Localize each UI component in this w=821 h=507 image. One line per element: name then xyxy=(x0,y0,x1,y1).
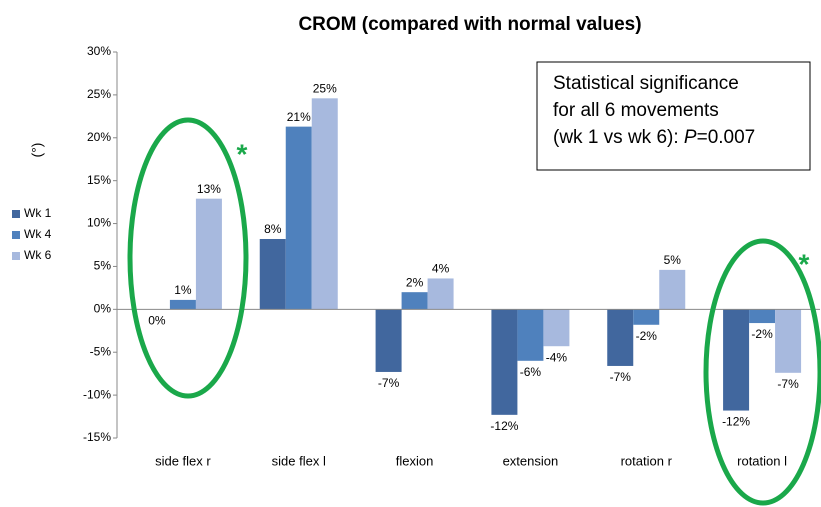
data-label: -4% xyxy=(546,350,568,364)
x-tick-label: rotation r xyxy=(621,453,673,468)
data-label: -2% xyxy=(751,327,773,341)
annotation-line: for all 6 movements xyxy=(553,100,719,121)
legend-label: Wk 4 xyxy=(24,227,52,241)
y-tick-label: 25% xyxy=(87,87,111,101)
y-axis-label: (°) xyxy=(29,143,45,158)
legend-label: Wk 1 xyxy=(24,206,52,220)
annotation-text: (wk 1 vs wk 6): xyxy=(553,127,684,148)
data-label: 13% xyxy=(197,182,221,196)
data-label: 1% xyxy=(174,283,192,297)
data-label: -12% xyxy=(722,415,750,429)
annotation-line: (wk 1 vs wk 6): P=0.007 xyxy=(553,127,755,148)
y-tick-label: 10% xyxy=(87,216,111,230)
x-tick-label: flexion xyxy=(396,453,434,468)
y-tick-label: 15% xyxy=(87,173,111,187)
annotation-text: =0.007 xyxy=(697,127,756,148)
y-tick-label: -15% xyxy=(83,430,111,444)
y-tick-label: 30% xyxy=(87,44,111,58)
data-label: -7% xyxy=(378,376,400,390)
bar xyxy=(749,309,776,324)
y-tick-label: -10% xyxy=(83,387,111,401)
legend-swatch xyxy=(12,231,20,239)
x-tick-label: rotation l xyxy=(737,453,787,468)
data-label: 2% xyxy=(406,275,424,289)
data-label: 25% xyxy=(313,81,337,95)
y-tick-label: -5% xyxy=(90,344,112,358)
bar xyxy=(607,309,634,366)
highlight-ellipse xyxy=(127,117,249,399)
y-tick-label: 20% xyxy=(87,130,111,144)
bar xyxy=(311,98,338,310)
legend-swatch xyxy=(12,252,20,260)
bar xyxy=(659,269,686,310)
significance-marker: * xyxy=(237,138,248,169)
bar xyxy=(285,126,312,310)
data-label: 5% xyxy=(664,253,682,267)
bar xyxy=(775,309,802,373)
bar xyxy=(543,309,570,347)
y-tick-label: 0% xyxy=(94,302,112,316)
bar xyxy=(169,299,196,310)
bar xyxy=(427,278,454,310)
bar xyxy=(195,198,222,310)
bar xyxy=(401,292,428,310)
data-label: 4% xyxy=(432,262,450,276)
annotation-text: P xyxy=(684,127,697,148)
chart-title: CROM (compared with normal values) xyxy=(298,14,641,35)
data-label: 21% xyxy=(287,110,311,124)
bar xyxy=(517,309,544,361)
highlight-ellipse xyxy=(703,238,821,506)
data-label: -7% xyxy=(610,370,632,384)
data-label: 0% xyxy=(148,314,166,328)
y-tick-label: 5% xyxy=(94,259,112,273)
bar xyxy=(491,309,518,415)
legend-label: Wk 6 xyxy=(24,248,52,262)
data-label: -12% xyxy=(490,419,518,433)
data-label: 8% xyxy=(264,222,282,236)
bar xyxy=(723,309,750,411)
data-label: -6% xyxy=(520,365,542,379)
x-tick-label: side flex r xyxy=(155,453,211,468)
annotation-line: Statistical significance xyxy=(553,73,739,94)
data-label: -2% xyxy=(636,329,658,343)
annotation-box xyxy=(536,61,811,171)
bar xyxy=(259,238,286,310)
legend-swatch xyxy=(12,210,20,218)
data-label: -7% xyxy=(777,377,799,391)
x-tick-label: extension xyxy=(503,453,559,468)
x-tick-label: side flex l xyxy=(272,453,326,468)
bar xyxy=(633,309,660,325)
bar xyxy=(375,309,402,372)
significance-marker: * xyxy=(799,248,810,279)
